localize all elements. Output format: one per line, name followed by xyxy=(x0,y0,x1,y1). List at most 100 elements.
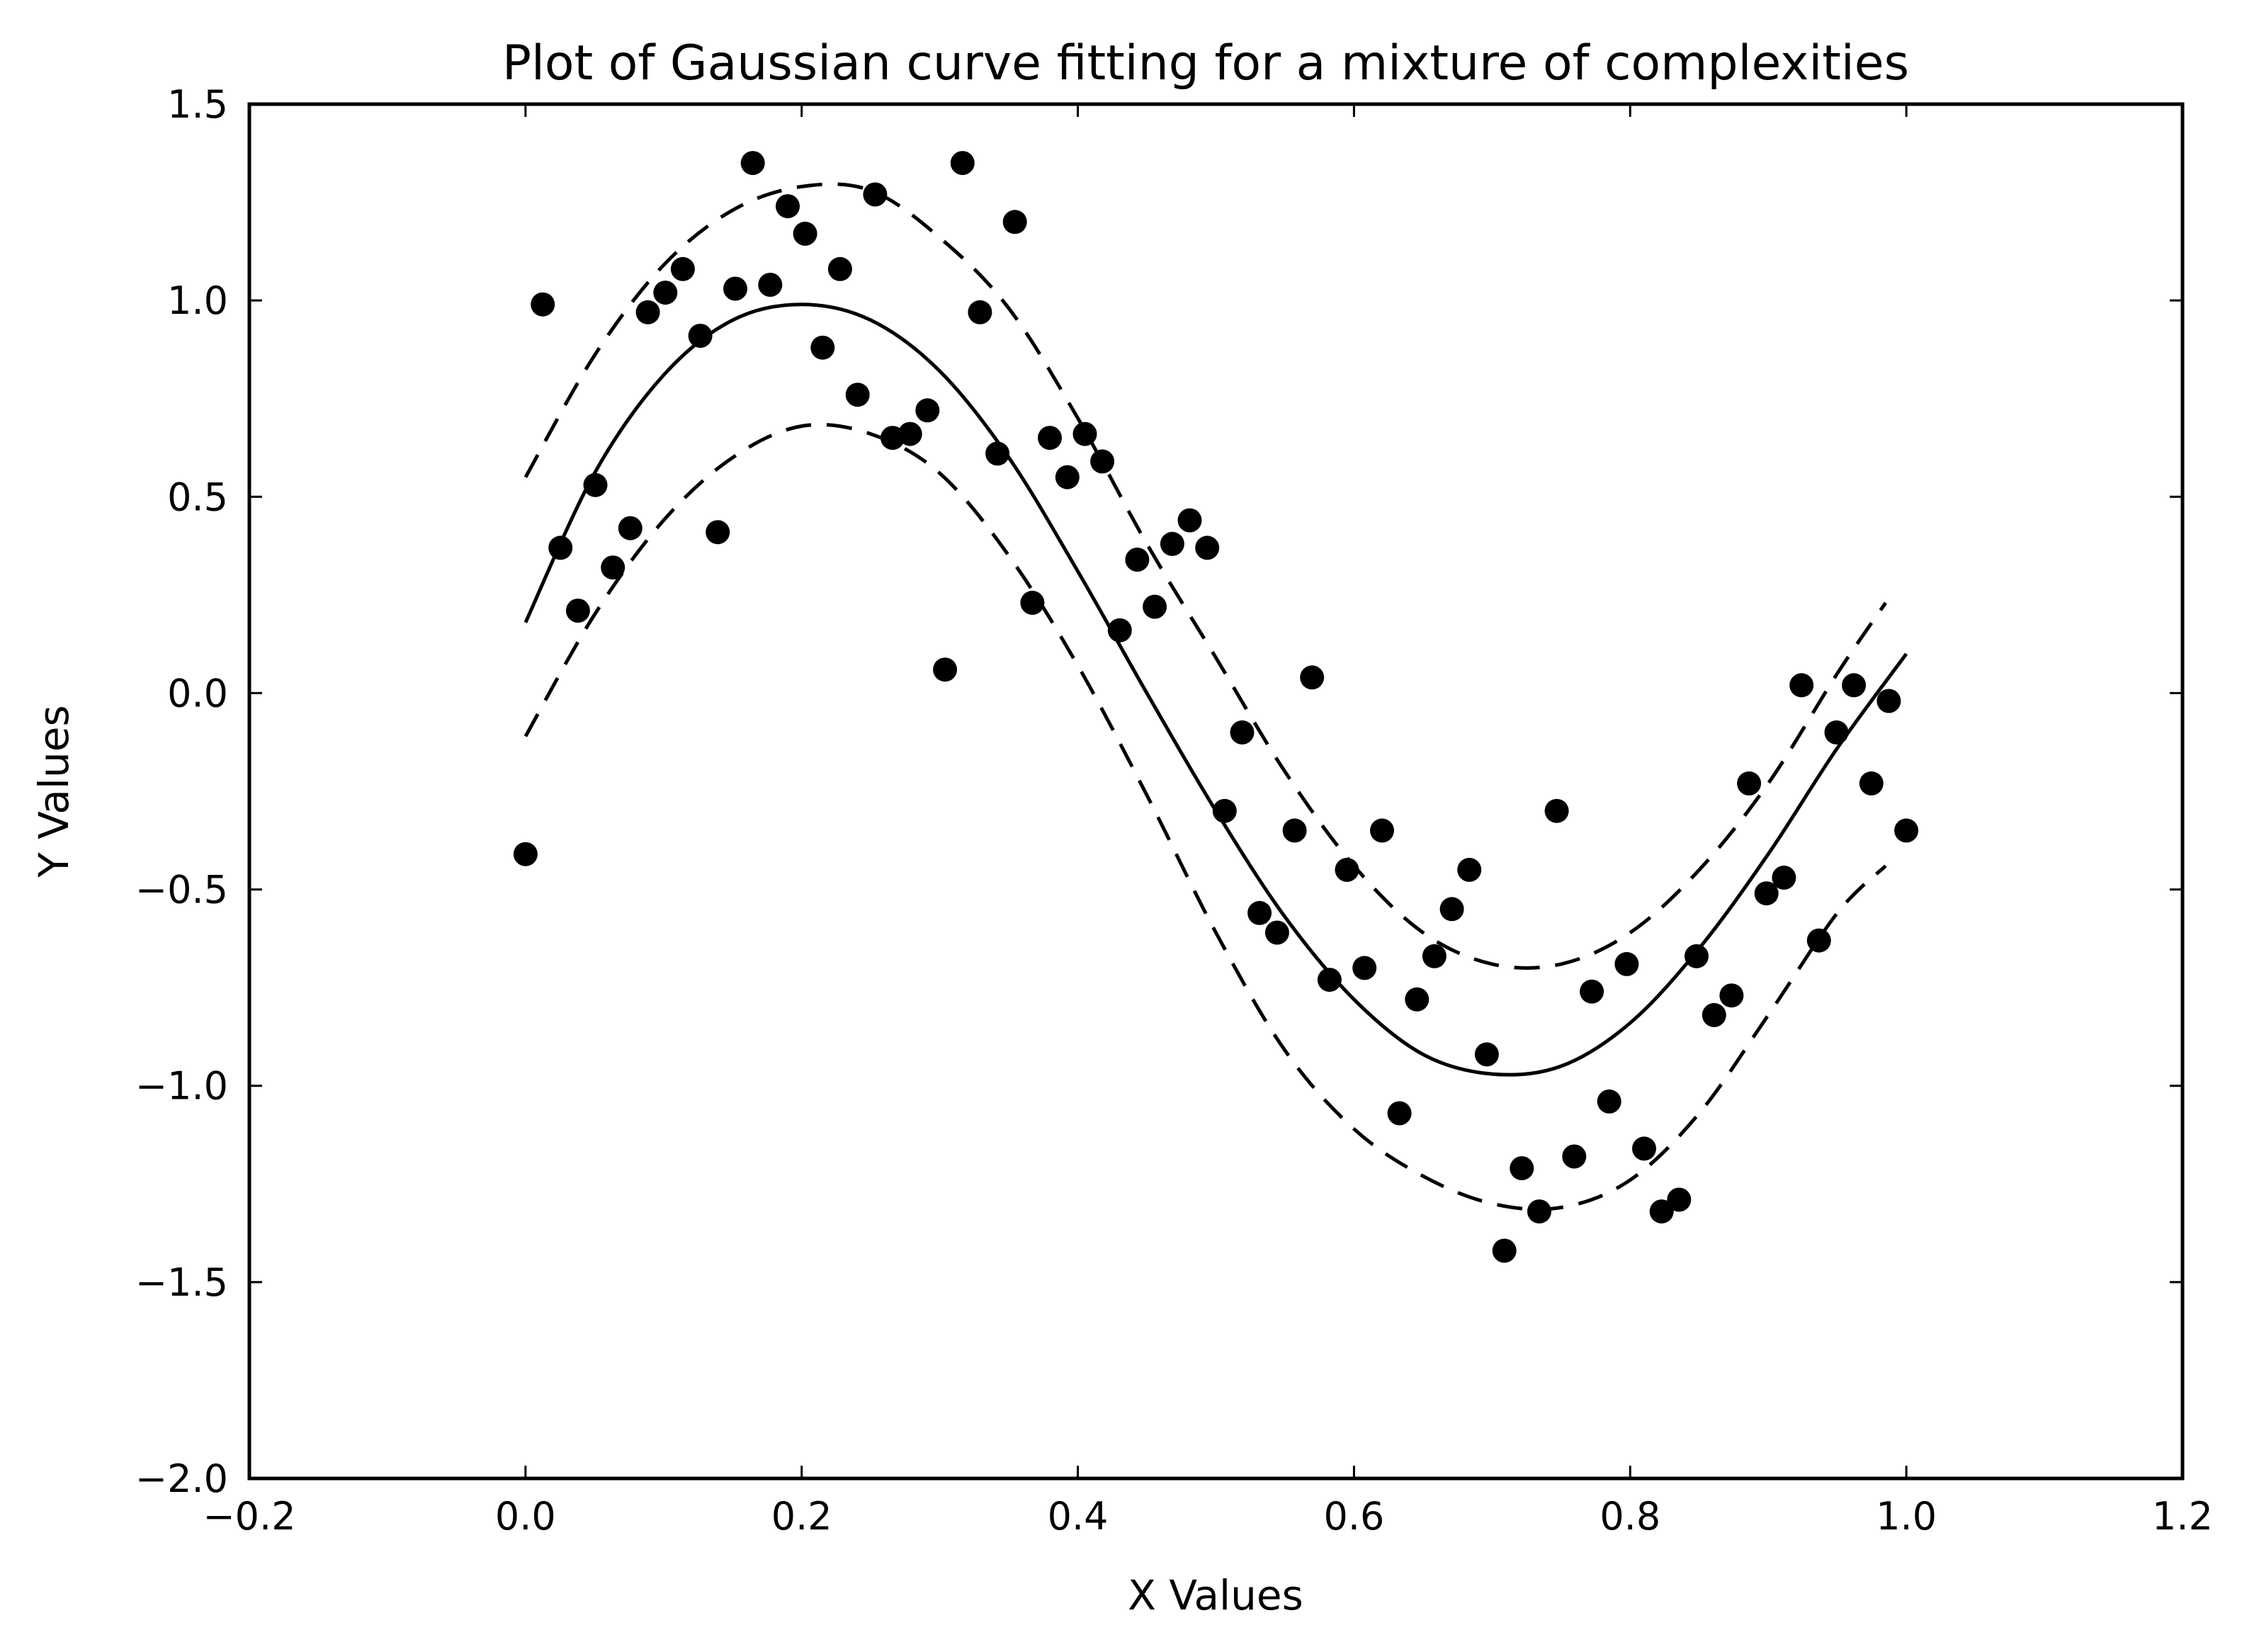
data-point xyxy=(1370,818,1394,843)
x-tick-label: 0.8 xyxy=(1600,1494,1660,1539)
data-point xyxy=(1772,865,1796,890)
upper-bound-line xyxy=(523,182,1887,970)
lines-layer xyxy=(523,182,1908,1211)
data-point xyxy=(1439,897,1464,922)
data-point xyxy=(776,194,800,219)
fit-line xyxy=(523,302,1908,1077)
data-point xyxy=(1667,1187,1692,1212)
data-point xyxy=(1510,1156,1534,1181)
data-point xyxy=(670,256,695,281)
data-point xyxy=(968,300,992,324)
data-point xyxy=(1806,928,1831,953)
data-point xyxy=(1492,1238,1517,1263)
data-point xyxy=(810,335,835,360)
data-point xyxy=(1352,956,1377,980)
data-point xyxy=(1405,987,1429,1012)
data-point xyxy=(1195,536,1220,560)
data-point xyxy=(845,383,870,407)
data-point xyxy=(531,292,555,317)
y-axis: −2.0 −1.5 −1.0 −0.5 0.0 0.5 1.0 1.5 xyxy=(135,82,2182,1501)
data-point xyxy=(1632,1136,1656,1161)
lower-bound-line xyxy=(523,422,1887,1211)
data-point xyxy=(1842,673,1867,698)
data-point xyxy=(1649,1199,1674,1224)
data-point xyxy=(618,516,642,541)
data-point xyxy=(915,398,940,423)
data-point xyxy=(1177,508,1202,533)
data-point xyxy=(583,473,608,497)
y-tick-label: 1.5 xyxy=(167,82,228,127)
data-point xyxy=(1264,920,1289,945)
data-point xyxy=(1457,857,1482,882)
data-point xyxy=(1824,720,1849,745)
data-point xyxy=(548,536,573,560)
data-point xyxy=(1143,594,1167,619)
x-tick-label: 0.4 xyxy=(1048,1494,1109,1539)
data-point xyxy=(1876,689,1901,713)
data-point xyxy=(1107,618,1132,643)
data-point xyxy=(1789,673,1814,698)
data-point xyxy=(1282,818,1307,843)
data-point xyxy=(1859,771,1884,796)
y-tick-label: −1.0 xyxy=(135,1064,228,1109)
data-point xyxy=(1685,944,1709,968)
data-point xyxy=(1317,968,1342,992)
data-point xyxy=(863,182,888,207)
data-point xyxy=(635,300,660,324)
data-point xyxy=(827,256,852,281)
data-point xyxy=(1300,665,1325,690)
data-point xyxy=(1055,465,1080,490)
data-point xyxy=(1719,983,1744,1008)
data-point xyxy=(1020,590,1045,615)
data-point xyxy=(1002,210,1027,234)
data-point xyxy=(985,441,1010,466)
data-point xyxy=(1527,1199,1551,1224)
data-point xyxy=(1247,900,1272,925)
y-tick-label: 0.0 xyxy=(167,671,228,715)
data-point xyxy=(513,842,538,866)
data-point xyxy=(933,657,958,682)
x-tick-label: 0.6 xyxy=(1323,1494,1384,1539)
data-point xyxy=(758,273,783,297)
data-point xyxy=(653,281,678,305)
data-point xyxy=(950,151,975,176)
data-point xyxy=(1387,1101,1412,1126)
y-tick-label: 0.5 xyxy=(167,475,228,519)
y-tick-label: −0.5 xyxy=(135,868,228,912)
chart-title: Plot of Gaussian curve fitting for a mix… xyxy=(502,35,1909,91)
data-point xyxy=(740,151,765,176)
data-point xyxy=(1125,548,1150,572)
y-tick-label: −1.5 xyxy=(135,1260,228,1305)
data-point xyxy=(1422,944,1446,968)
data-point xyxy=(706,520,730,545)
data-point xyxy=(1754,881,1779,906)
data-point xyxy=(1474,1042,1499,1067)
y-tick-label: 1.0 xyxy=(167,278,228,323)
data-point xyxy=(1737,771,1762,796)
x-tick-label: 1.2 xyxy=(2152,1494,2213,1539)
x-tick-label: 0.2 xyxy=(771,1494,832,1539)
data-point xyxy=(1702,1002,1726,1027)
data-point xyxy=(1614,951,1639,976)
data-point xyxy=(1230,720,1255,745)
data-point xyxy=(565,599,590,623)
data-point xyxy=(1072,422,1097,446)
data-point xyxy=(1562,1144,1587,1169)
x-tick-label: 1.0 xyxy=(1876,1494,1937,1539)
data-point xyxy=(1894,818,1919,843)
data-point xyxy=(793,221,817,246)
y-tick-label: −2.0 xyxy=(135,1456,228,1501)
x-axis-label: X Values xyxy=(1128,1571,1303,1619)
data-point xyxy=(1580,979,1604,1004)
data-point xyxy=(688,324,713,348)
x-axis: −0.2 0.0 0.2 0.4 0.6 0.8 1.0 1.2 xyxy=(203,104,2213,1539)
data-point xyxy=(1090,449,1115,474)
data-point xyxy=(1544,798,1569,823)
data-point xyxy=(1597,1089,1621,1114)
data-point xyxy=(601,555,625,580)
points-layer xyxy=(513,151,1919,1263)
data-point xyxy=(1160,531,1184,556)
data-point xyxy=(1335,857,1359,882)
